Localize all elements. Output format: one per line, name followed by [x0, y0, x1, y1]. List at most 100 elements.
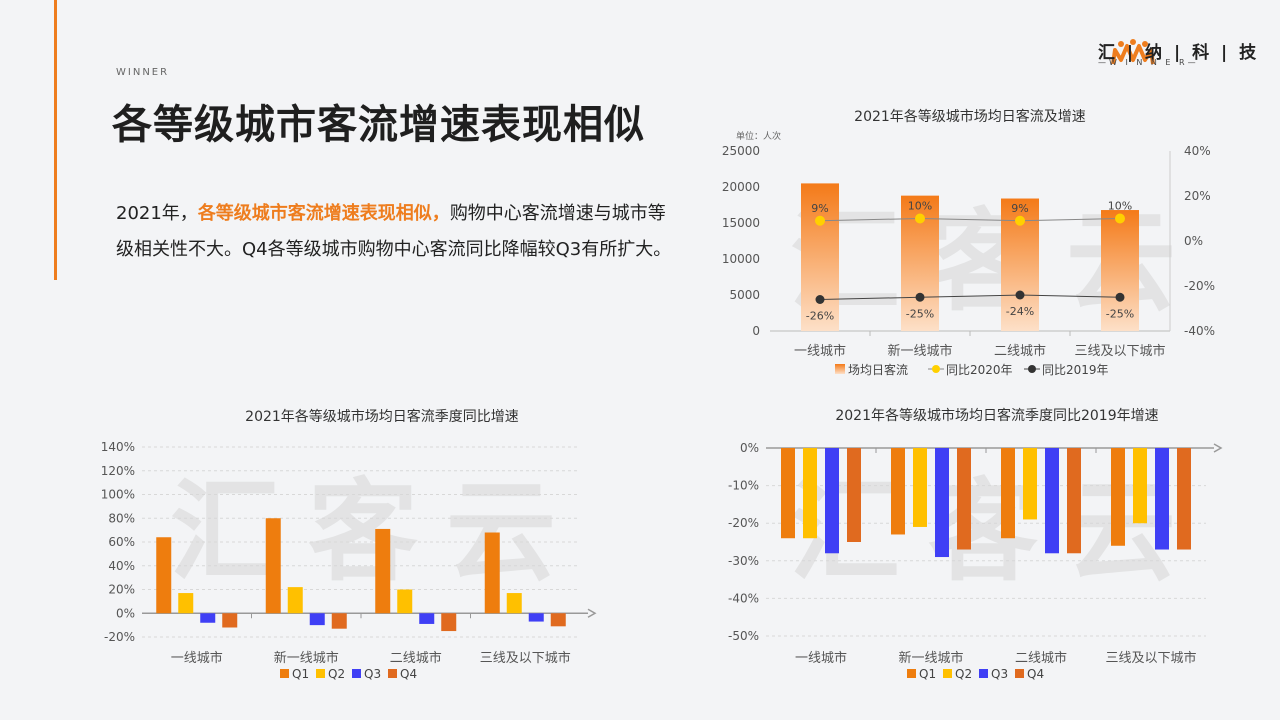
chart-title: 2021年各等级城市场均日客流季度同比2019年增速 — [835, 407, 1158, 424]
bar-q3 — [200, 613, 216, 623]
data-label: 10% — [1108, 200, 1132, 213]
legend-swatch — [388, 669, 397, 678]
unit-label: 单位：人次 — [736, 130, 781, 142]
y-tick-label: 0% — [740, 441, 759, 455]
axis-arrow — [587, 608, 597, 618]
data-label: 10% — [908, 200, 932, 213]
legend-swatch — [352, 669, 361, 678]
summary-text: 2021年，各等级城市客流增速表现相似，购物中心客流增速与城市等级相关性不大。Q… — [116, 196, 676, 268]
bar-q3 — [528, 613, 544, 622]
y-tick-label: -20% — [728, 516, 759, 530]
bar-q2 — [287, 587, 303, 614]
accent-line — [54, 0, 57, 280]
bar-q4 — [1067, 448, 1081, 554]
y2-tick-label: 20% — [1184, 189, 1211, 203]
category-label: 三线及以下城市 — [480, 650, 571, 666]
series-point — [1015, 215, 1025, 226]
legend-swatch — [907, 669, 916, 678]
chart-title: 2021年各等级城市场均日客流及增速 — [854, 108, 1086, 125]
bar-q4 — [847, 448, 861, 542]
legend-label: Q1 — [292, 667, 309, 681]
category-label: 二线城市 — [994, 343, 1046, 359]
y-tick-label: 20% — [108, 583, 135, 597]
y-tick-label: -20% — [104, 630, 135, 644]
series-line — [819, 217, 1121, 222]
y-tick-label: 20000 — [722, 180, 760, 194]
y2-tick-label: 0% — [1184, 234, 1203, 248]
logo-sub: —W I N N E R— — [1098, 58, 1199, 67]
data-label: 9% — [1011, 202, 1028, 215]
bar-q4 — [331, 613, 347, 629]
logo-name: 汇 | 纳 | 科 | 技 — [1098, 43, 1260, 63]
category-label: 一线城市 — [794, 343, 846, 359]
bar-daily-traffic — [801, 183, 839, 331]
summary-post: 购物中心客流增速与城市等级相关性不大。Q4各等级城市购物中心客流同比降幅较Q3有… — [116, 203, 672, 260]
chart-title: 2021年各等级城市场均日客流季度同比增速 — [245, 408, 519, 425]
bar-q1 — [484, 532, 500, 614]
data-label: 9% — [811, 202, 828, 215]
data-label: -25% — [1106, 307, 1134, 320]
y-tick-label: -10% — [728, 479, 759, 493]
brand-tag: WINNER — [116, 67, 170, 78]
chart-vs-2019: 2021年各等级城市场均日客流季度同比2019年增速汇客云-50%-40%-30… — [728, 407, 1223, 681]
y-tick-label: 120% — [101, 464, 135, 478]
legend-label: 同比2019年 — [1042, 363, 1109, 377]
bar-q1 — [265, 518, 281, 614]
y2-tick-label: -20% — [1184, 279, 1215, 293]
series-point — [915, 213, 925, 224]
legend-label: Q3 — [364, 667, 381, 681]
bar-q4 — [1177, 448, 1191, 550]
bar-q2 — [1023, 448, 1037, 520]
axis-arrow — [1213, 443, 1223, 453]
summary-pre: 2021年， — [116, 203, 198, 224]
watermark-text: 汇客云 — [790, 198, 1204, 326]
series-point — [1015, 290, 1025, 300]
legend-swatch — [280, 669, 289, 678]
bar-q3 — [1045, 448, 1059, 554]
y-tick-label: 60% — [108, 535, 135, 549]
bar-q2 — [397, 589, 413, 614]
y-tick-label: 80% — [108, 511, 135, 525]
series-point — [915, 292, 925, 302]
winner-logo-icon — [1111, 39, 1155, 65]
category-label: 三线及以下城市 — [1105, 650, 1196, 666]
legend-label: 同比2020年 — [946, 363, 1013, 377]
legend-swatch — [979, 669, 988, 678]
chart-yoy-growth: 2021年各等级城市场均日客流季度同比增速汇客云-20%0%20%40%60%8… — [101, 408, 597, 681]
y-tick-label: 100% — [101, 488, 135, 502]
y-tick-label: 140% — [101, 440, 135, 454]
data-label: -26% — [806, 310, 834, 323]
bar-q1 — [1001, 448, 1015, 539]
bar-q3 — [825, 448, 839, 554]
legend-swatch — [943, 669, 952, 678]
category-label: 三线及以下城市 — [1074, 343, 1165, 359]
y-tick-label: 0 — [752, 324, 760, 338]
y2-tick-label: 40% — [1184, 144, 1211, 158]
bar-q3 — [1155, 448, 1169, 550]
bar-q1 — [156, 537, 172, 614]
bar-q2 — [803, 448, 817, 539]
category-label: 二线城市 — [390, 650, 442, 666]
legend-label: Q3 — [991, 667, 1008, 681]
legend-label: Q2 — [328, 667, 345, 681]
category-label: 新一线城市 — [274, 650, 339, 666]
y-tick-label: 10000 — [722, 252, 760, 266]
bar-q3 — [935, 448, 949, 558]
bar-q3 — [309, 613, 325, 626]
legend-label: Q1 — [919, 667, 936, 681]
category-label: 一线城市 — [171, 650, 223, 666]
series-point — [815, 215, 825, 226]
category-label: 二线城市 — [1015, 650, 1067, 666]
legend-label: Q2 — [955, 667, 972, 681]
bar-q1 — [375, 528, 391, 614]
y2-tick-label: -40% — [1184, 324, 1215, 338]
data-label: -24% — [1006, 305, 1034, 318]
bar-q4 — [550, 613, 566, 627]
bar-q2 — [913, 448, 927, 527]
legend-swatch — [316, 669, 325, 678]
series-point — [815, 295, 825, 304]
bar-q1 — [781, 448, 795, 539]
bar-q4 — [441, 613, 457, 632]
